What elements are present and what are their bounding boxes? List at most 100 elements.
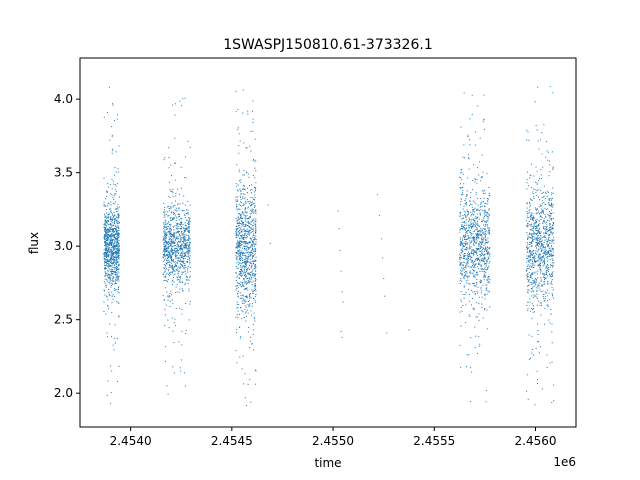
data-point — [180, 264, 182, 266]
data-point — [476, 209, 478, 211]
data-point — [537, 210, 539, 212]
data-point — [241, 300, 243, 302]
data-point — [241, 244, 243, 246]
data-point — [532, 286, 534, 288]
data-point — [251, 252, 253, 254]
data-point — [113, 289, 115, 291]
data-point — [114, 246, 116, 248]
data-point — [168, 232, 170, 234]
data-point — [255, 265, 257, 267]
data-point — [107, 217, 109, 219]
data-point — [114, 215, 116, 217]
data-point — [237, 235, 239, 237]
data-point — [464, 254, 466, 256]
data-point — [479, 251, 481, 253]
data-point — [109, 235, 111, 237]
data-point — [475, 144, 477, 146]
data-point — [532, 191, 534, 193]
data-point — [246, 260, 248, 262]
data-point — [166, 249, 168, 251]
data-point — [239, 254, 241, 256]
data-point — [464, 214, 466, 216]
data-point — [175, 252, 177, 254]
data-point — [487, 199, 489, 201]
data-point — [169, 252, 171, 254]
data-point — [466, 243, 468, 245]
data-point — [251, 281, 253, 283]
data-point — [254, 223, 256, 225]
data-point — [187, 283, 189, 285]
data-point — [114, 234, 116, 236]
data-point — [165, 241, 167, 243]
data-point — [241, 297, 243, 299]
data-point — [184, 263, 186, 265]
data-point — [240, 181, 242, 183]
data-point — [462, 251, 464, 253]
data-point — [180, 247, 182, 249]
data-point — [238, 171, 240, 173]
data-point — [466, 238, 468, 240]
data-point — [545, 236, 547, 238]
data-point — [187, 223, 189, 225]
data-point — [111, 188, 113, 190]
data-point — [250, 229, 251, 231]
data-point — [544, 234, 546, 236]
data-point — [179, 277, 181, 279]
data-point — [104, 248, 106, 250]
data-point — [540, 212, 542, 214]
data-point — [253, 206, 255, 208]
data-point — [115, 288, 117, 290]
data-point — [247, 252, 249, 254]
data-point — [110, 251, 112, 253]
data-point — [172, 234, 174, 236]
data-point — [238, 221, 240, 223]
data-point — [530, 276, 532, 278]
data-point — [113, 236, 115, 238]
data-point — [174, 209, 176, 211]
data-point — [476, 238, 478, 240]
data-point — [116, 259, 118, 261]
data-point — [536, 208, 538, 210]
data-point — [467, 259, 469, 261]
data-point — [549, 223, 551, 225]
data-point — [249, 280, 251, 282]
data-point — [237, 129, 239, 131]
data-point — [178, 213, 180, 215]
data-point — [110, 217, 112, 219]
data-point — [117, 222, 119, 224]
data-point — [236, 234, 238, 236]
data-point — [529, 298, 531, 300]
data-point — [549, 362, 551, 364]
data-point — [244, 194, 246, 196]
data-point — [164, 314, 166, 316]
data-point — [168, 215, 170, 217]
data-point — [253, 259, 255, 261]
data-point — [473, 244, 475, 246]
data-point — [118, 258, 120, 260]
data-point — [543, 276, 545, 278]
data-point — [247, 225, 249, 227]
data-point — [488, 257, 490, 259]
data-point — [116, 244, 118, 246]
data-point — [175, 227, 177, 229]
data-point — [484, 128, 486, 130]
data-point — [113, 231, 115, 233]
data-point — [179, 234, 181, 236]
data-point — [461, 171, 463, 173]
data-point — [182, 237, 184, 239]
data-point — [114, 234, 116, 236]
data-point — [245, 203, 247, 205]
data-point — [249, 261, 251, 263]
data-point — [484, 210, 486, 212]
data-point — [164, 271, 166, 273]
data-point — [483, 276, 485, 278]
data-point — [538, 282, 540, 284]
data-point — [552, 226, 554, 228]
data-point — [173, 235, 175, 237]
data-point — [527, 264, 529, 266]
data-point — [113, 199, 115, 201]
data-point — [238, 241, 240, 243]
data-point — [111, 255, 113, 257]
data-point — [170, 234, 172, 236]
data-point — [486, 224, 488, 226]
